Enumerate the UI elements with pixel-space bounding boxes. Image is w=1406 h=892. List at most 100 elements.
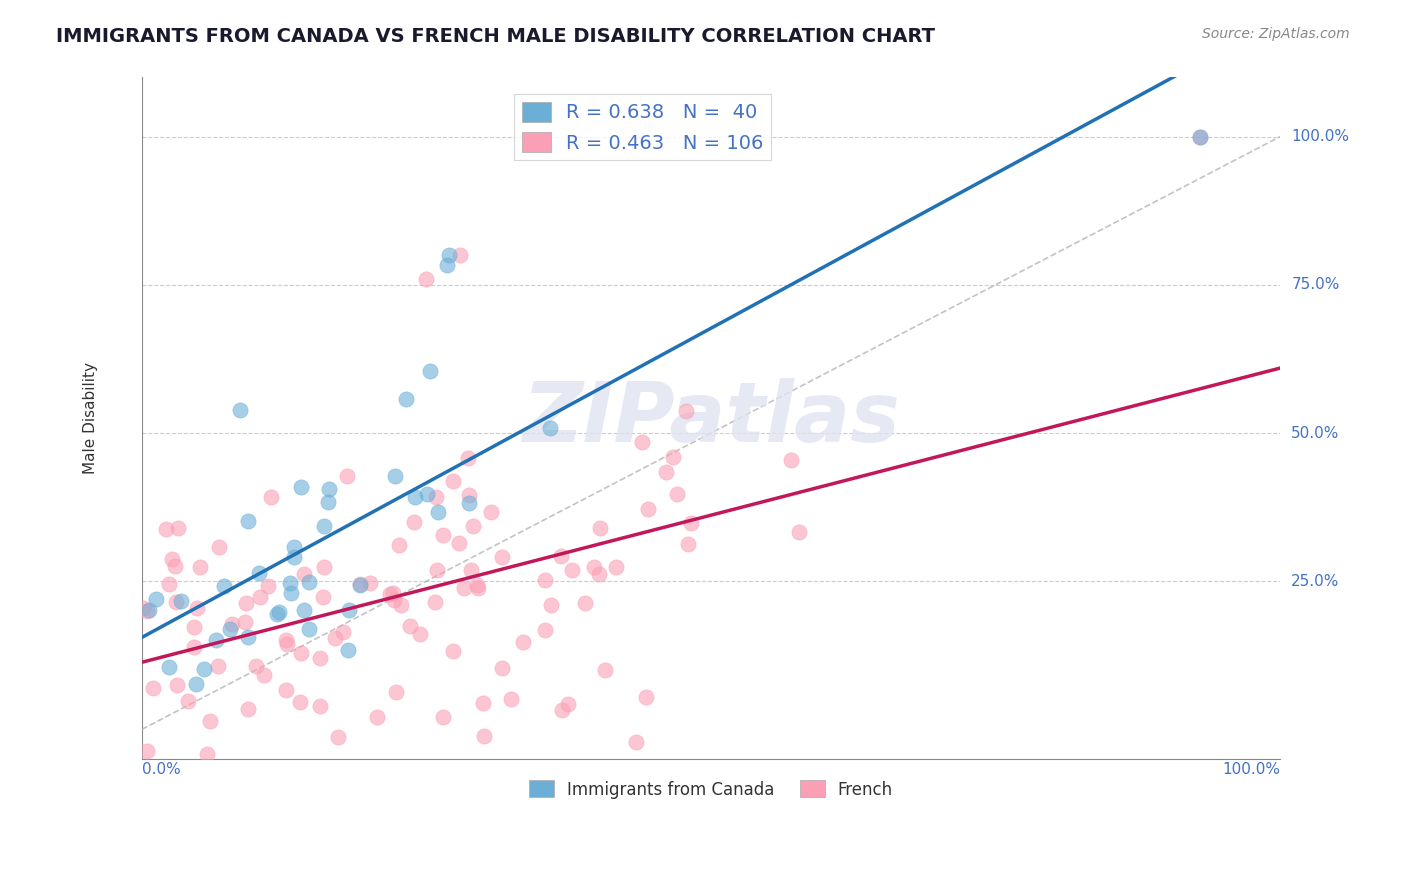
- Point: [183, 640, 205, 655]
- Text: ZIPatlas: ZIPatlas: [522, 377, 900, 458]
- Point: [294, 603, 316, 617]
- Point: [349, 578, 371, 592]
- Point: [170, 594, 193, 608]
- Point: [288, 695, 311, 709]
- Point: [557, 697, 579, 711]
- Point: [142, 681, 165, 695]
- Point: [624, 735, 647, 749]
- Point: [298, 622, 321, 636]
- Text: Male Disability: Male Disability: [83, 362, 98, 475]
- Point: [666, 487, 689, 501]
- Point: [395, 392, 418, 406]
- Point: [550, 549, 572, 563]
- Point: [512, 635, 534, 649]
- Point: [229, 402, 252, 417]
- Point: [384, 468, 406, 483]
- Point: [157, 659, 180, 673]
- Point: [207, 659, 229, 673]
- Point: [219, 622, 242, 636]
- Point: [441, 644, 464, 658]
- Point: [432, 710, 454, 724]
- Point: [589, 521, 612, 535]
- Point: [235, 596, 257, 610]
- Point: [186, 601, 208, 615]
- Point: [236, 702, 259, 716]
- Point: [245, 659, 267, 673]
- Point: [637, 502, 659, 516]
- Point: [385, 685, 408, 699]
- Point: [186, 677, 208, 691]
- Point: [460, 563, 482, 577]
- Point: [276, 637, 298, 651]
- Text: IMMIGRANTS FROM CANADA VS FRENCH MALE DISABILITY CORRELATION CHART: IMMIGRANTS FROM CANADA VS FRENCH MALE DI…: [56, 27, 935, 45]
- Point: [249, 590, 271, 604]
- Point: [479, 505, 502, 519]
- Point: [292, 567, 315, 582]
- Point: [157, 577, 180, 591]
- Point: [679, 516, 702, 530]
- Point: [499, 692, 522, 706]
- Point: [437, 248, 460, 262]
- Point: [165, 594, 187, 608]
- Point: [136, 604, 159, 618]
- Point: [177, 694, 200, 708]
- Point: [409, 626, 432, 640]
- Point: [419, 364, 441, 378]
- Point: [233, 615, 256, 629]
- Text: 0.0%: 0.0%: [142, 762, 180, 777]
- Point: [283, 541, 305, 555]
- Legend: Immigrants from Canada, French: Immigrants from Canada, French: [522, 773, 900, 805]
- Point: [309, 651, 332, 665]
- Text: 75.0%: 75.0%: [1291, 277, 1340, 293]
- Point: [398, 619, 420, 633]
- Point: [145, 591, 167, 606]
- Point: [457, 451, 479, 466]
- Point: [274, 633, 297, 648]
- Point: [198, 714, 221, 728]
- Point: [298, 574, 321, 589]
- Point: [166, 678, 188, 692]
- Point: [425, 490, 447, 504]
- Text: Source: ZipAtlas.com: Source: ZipAtlas.com: [1202, 27, 1350, 41]
- Point: [467, 581, 489, 595]
- Point: [138, 602, 160, 616]
- Point: [326, 730, 349, 744]
- Point: [1189, 129, 1212, 144]
- Point: [308, 698, 330, 713]
- Point: [472, 729, 495, 743]
- Point: [416, 487, 439, 501]
- Point: [359, 576, 381, 591]
- Point: [461, 518, 484, 533]
- Point: [655, 466, 678, 480]
- Point: [257, 579, 280, 593]
- Point: [337, 603, 360, 617]
- Point: [205, 633, 228, 648]
- Point: [675, 404, 697, 418]
- Point: [457, 496, 479, 510]
- Point: [787, 525, 810, 540]
- Point: [404, 516, 426, 530]
- Point: [426, 563, 449, 577]
- Point: [332, 625, 354, 640]
- Point: [453, 581, 475, 595]
- Point: [593, 663, 616, 677]
- Point: [155, 522, 177, 536]
- Point: [662, 450, 685, 465]
- Point: [136, 744, 159, 758]
- Point: [467, 578, 489, 592]
- Point: [540, 599, 562, 613]
- Point: [163, 559, 186, 574]
- Point: [274, 682, 297, 697]
- Point: [212, 579, 235, 593]
- Point: [404, 490, 426, 504]
- Point: [415, 272, 437, 286]
- Point: [266, 607, 288, 621]
- Point: [636, 690, 658, 705]
- Point: [678, 537, 700, 551]
- Point: [167, 521, 190, 535]
- Point: [162, 552, 184, 566]
- Text: 50.0%: 50.0%: [1291, 425, 1340, 441]
- Point: [436, 258, 458, 272]
- Point: [195, 747, 218, 761]
- Point: [349, 576, 371, 591]
